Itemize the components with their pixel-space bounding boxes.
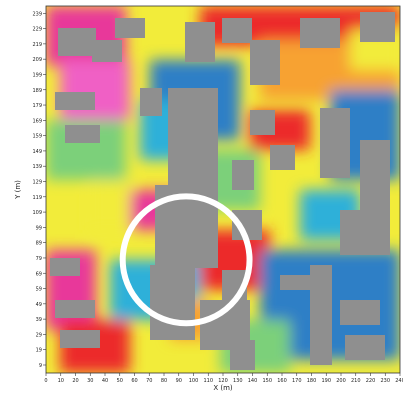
y-tick-label: 119 — [32, 195, 42, 201]
x-axis-title: X (m) — [213, 384, 233, 392]
y-tick-label: 109 — [32, 210, 42, 216]
building-block — [50, 258, 80, 276]
building-block — [270, 145, 295, 170]
y-tick-label: 69 — [36, 271, 42, 277]
building-block — [55, 92, 95, 110]
building-block — [360, 140, 390, 220]
y-tick-label: 79 — [36, 256, 42, 262]
building-block — [250, 110, 275, 135]
building-block — [92, 40, 122, 62]
y-tick-label: 99 — [36, 225, 42, 231]
x-tick-label: 70 — [146, 378, 152, 384]
building-block — [185, 22, 215, 62]
building-block — [280, 275, 310, 290]
building-block — [60, 330, 100, 348]
y-tick-label: 229 — [32, 27, 42, 33]
y-tick-label: 249 — [32, 0, 42, 2]
building-block — [320, 108, 350, 178]
building-block — [65, 125, 100, 143]
y-tick-label: 169 — [32, 118, 42, 124]
x-tick-label: 10 — [58, 378, 64, 384]
heat-patch — [90, 180, 130, 230]
y-tick-label: 199 — [32, 72, 42, 78]
building-block — [115, 18, 145, 38]
y-tick-label: 219 — [32, 42, 42, 48]
x-tick-label: 230 — [380, 378, 390, 384]
y-tick-label: 239 — [32, 11, 42, 17]
building-block — [55, 300, 95, 318]
heat-patch — [60, 60, 130, 120]
y-tick-label: 89 — [36, 241, 42, 247]
x-tick-label: 170 — [292, 378, 302, 384]
x-tick-label: 130 — [233, 378, 243, 384]
x-tick-label: 190 — [321, 378, 331, 384]
x-tick-label: 160 — [277, 378, 287, 384]
building-block — [58, 28, 96, 56]
building-block — [300, 18, 340, 48]
y-tick-label: 179 — [32, 103, 42, 109]
y-tick-label: 209 — [32, 57, 42, 63]
building-block — [360, 12, 395, 42]
x-tick-label: 140 — [248, 378, 258, 384]
x-tick-label: 60 — [131, 378, 137, 384]
building-block — [140, 88, 162, 116]
x-tick-label: 30 — [87, 378, 93, 384]
building-block — [230, 340, 255, 370]
building-block — [232, 160, 254, 190]
x-tick-label: 210 — [351, 378, 361, 384]
x-tick-label: 120 — [218, 378, 228, 384]
building-block — [250, 40, 280, 85]
x-tick-label: 100 — [189, 378, 199, 384]
x-tick-label: 20 — [72, 378, 78, 384]
x-tick-label: 220 — [366, 378, 376, 384]
y-tick-label: 49 — [36, 302, 42, 308]
building-block — [222, 18, 252, 43]
x-tick-label: 40 — [102, 378, 108, 384]
y-axis-title: Y (m) — [14, 180, 22, 200]
building-block — [340, 300, 380, 325]
y-tick-label: 139 — [32, 164, 42, 170]
y-tick-label: 29 — [36, 332, 42, 338]
x-tick-label: 50 — [117, 378, 123, 384]
building-block — [345, 335, 385, 360]
x-tick-label: 110 — [203, 378, 213, 384]
y-tick-label: 9 — [39, 363, 42, 369]
x-tick-label: 200 — [336, 378, 346, 384]
buildings — [50, 12, 395, 370]
y-tick-label: 39 — [36, 317, 42, 323]
y-tick-label: 189 — [32, 88, 42, 94]
highlight-circle — [119, 193, 253, 327]
y-tick-label: 59 — [36, 287, 42, 293]
y-tick-label: 159 — [32, 134, 42, 140]
x-tick-label: 240 — [395, 378, 403, 384]
building-block — [150, 265, 195, 340]
annotation-layer — [119, 193, 253, 327]
y-tick-label: 149 — [32, 149, 42, 155]
x-tick-label: 0 — [44, 378, 47, 384]
x-tick-label: 80 — [161, 378, 167, 384]
building-block — [340, 210, 390, 255]
x-tick-label: 180 — [307, 378, 317, 384]
axes: 0 10 20 30 40 50 60 70 80 90 100 110 120 130 140 150 160… — [14, 0, 403, 392]
x-tick-label: 150 — [262, 378, 272, 384]
y-tick-label: 129 — [32, 180, 42, 186]
building-block — [310, 265, 332, 365]
x-tick-label: 90 — [176, 378, 182, 384]
y-tick-label: 19 — [36, 348, 42, 354]
